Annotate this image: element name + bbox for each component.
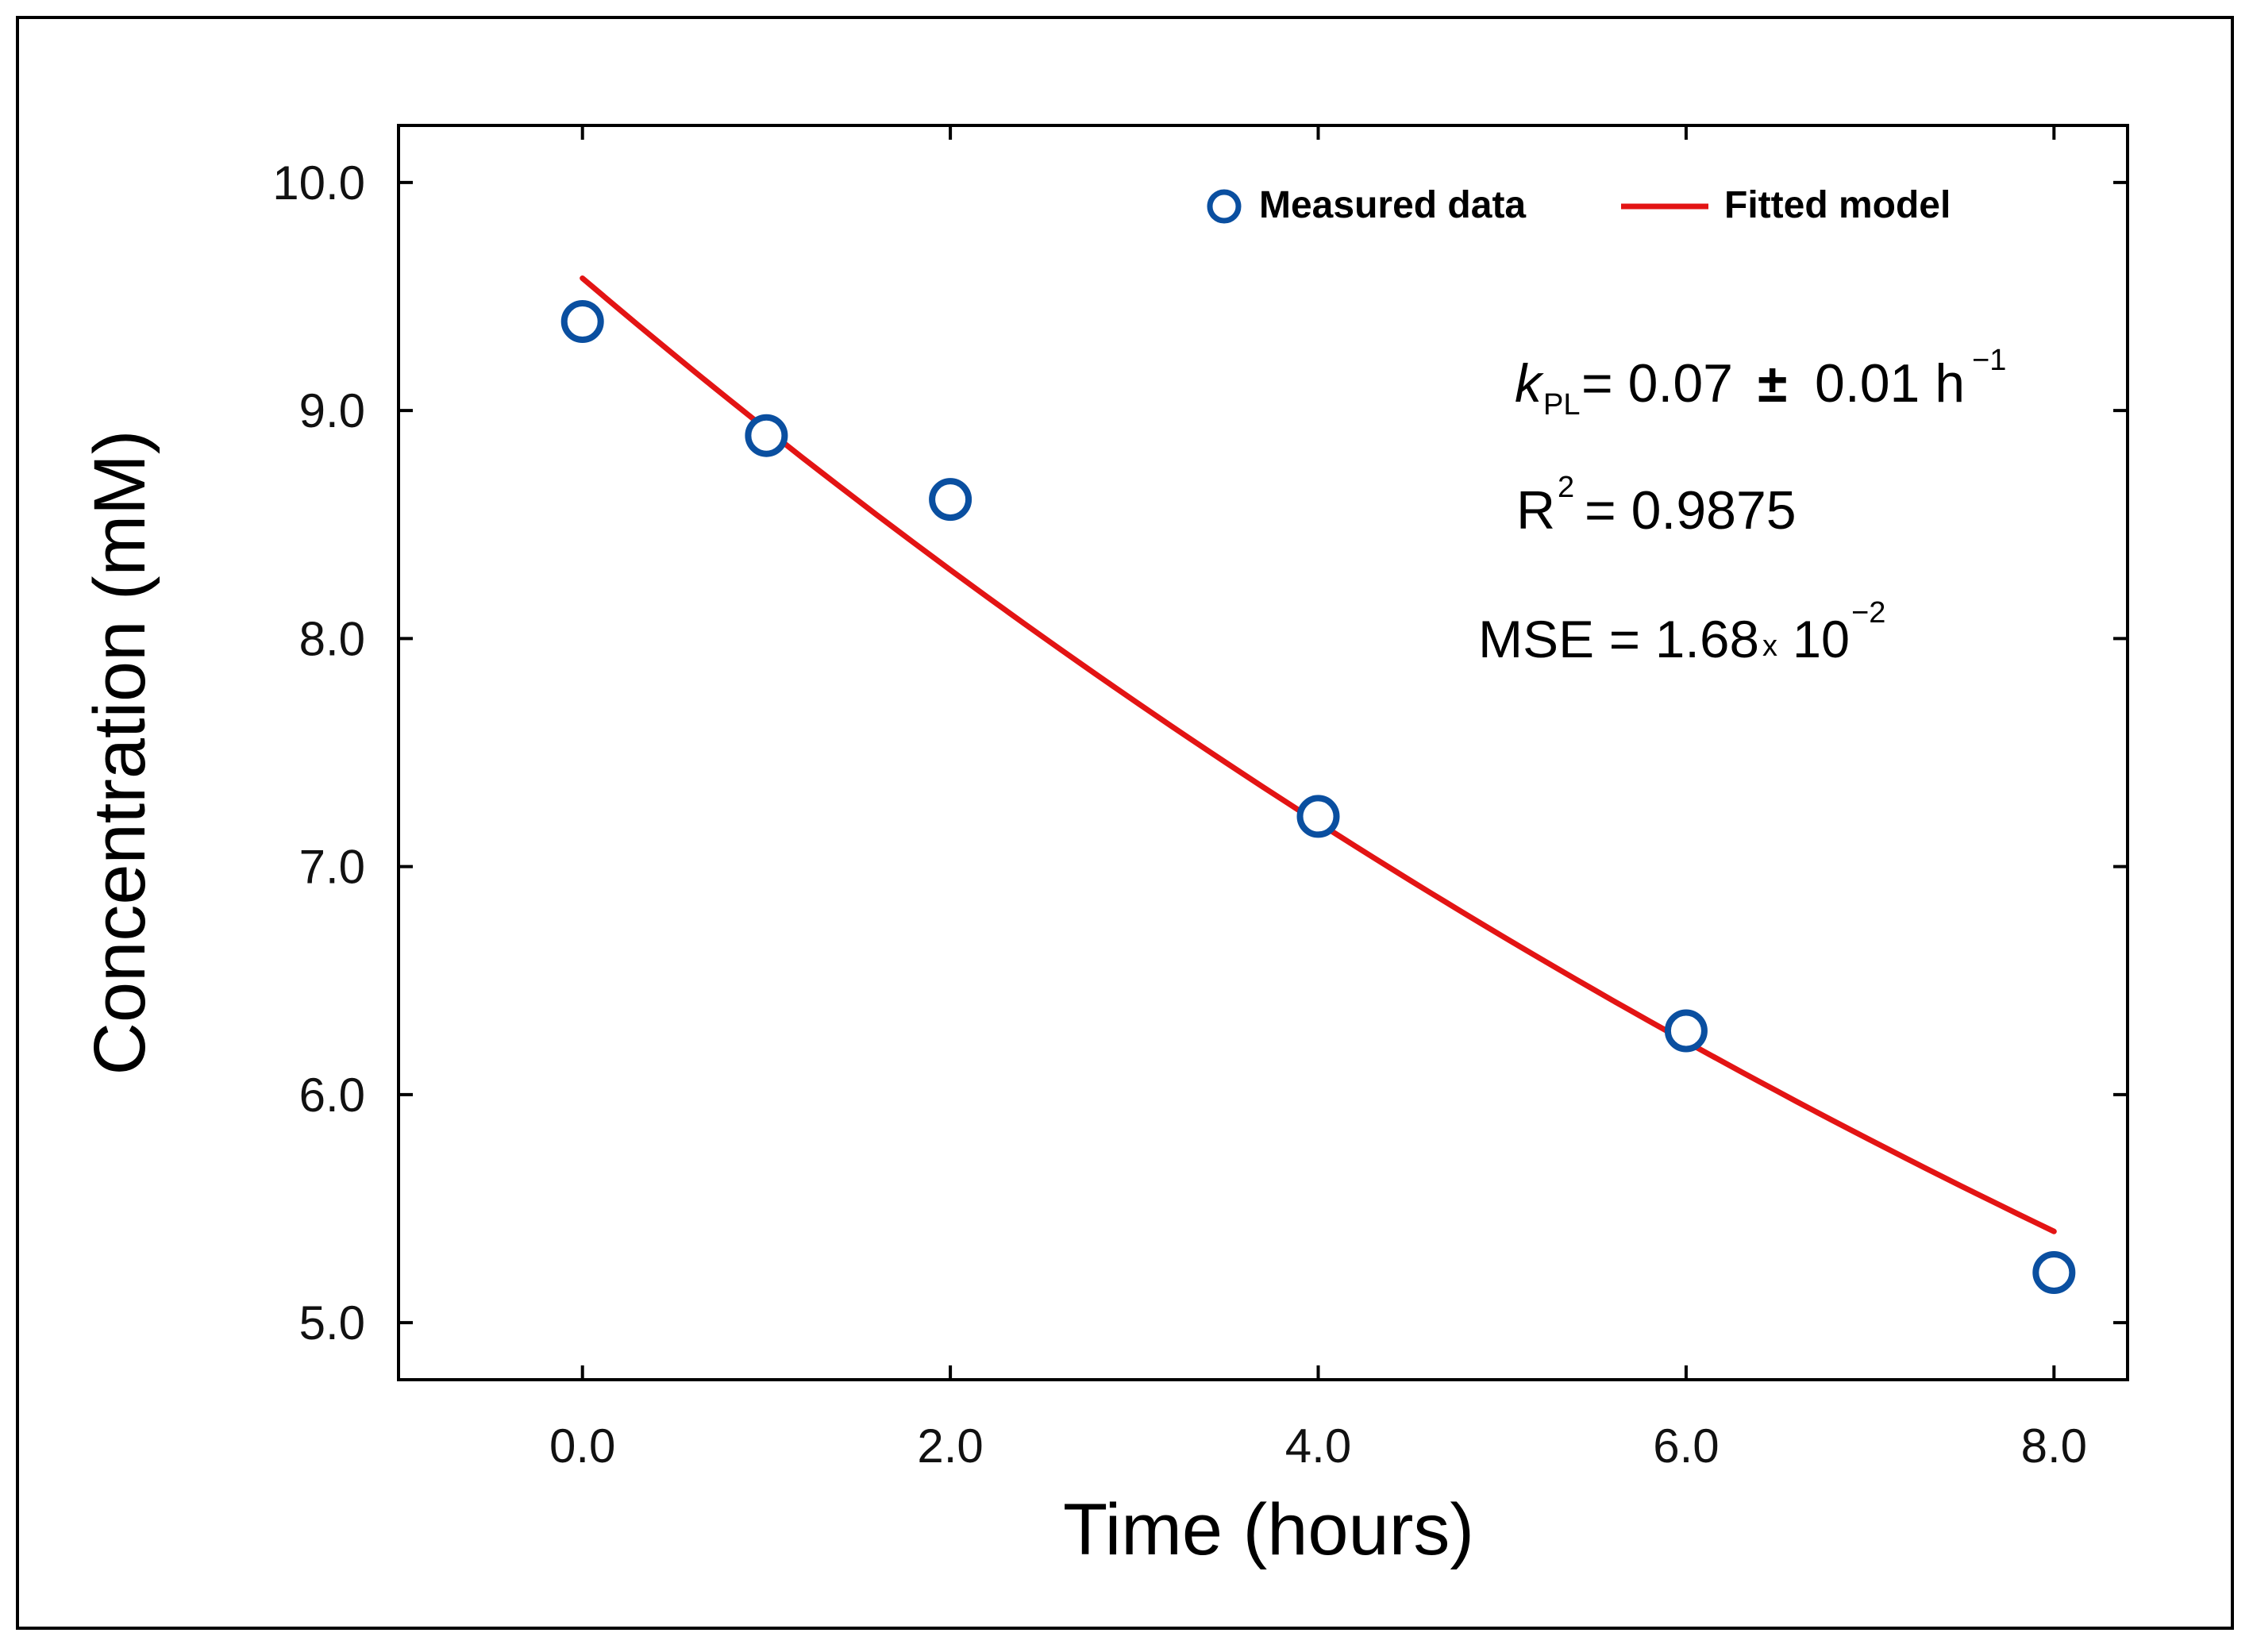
mse-times: x bbox=[1762, 630, 1777, 663]
k-subscript: PL bbox=[1543, 388, 1580, 422]
measured-data-points bbox=[560, 300, 2076, 1294]
x-tick-label: 4.0 bbox=[1285, 1419, 1351, 1473]
r2-label: R bbox=[1516, 480, 1555, 541]
fit-annotations: k PL = 0.07 ± 0.01 h −1 R 2 = 0.9875 MSE… bbox=[1478, 344, 2006, 668]
y-tick-label: 5.0 bbox=[299, 1296, 365, 1350]
fitted-model-line bbox=[580, 275, 2057, 1234]
k-symbol: k bbox=[1515, 353, 1544, 414]
k-value: = 0.07 bbox=[1581, 353, 1733, 414]
measured-point bbox=[1664, 1009, 1708, 1053]
x-tick-label: 0.0 bbox=[549, 1419, 615, 1473]
measured-point bbox=[745, 414, 788, 457]
r2-superscript: 2 bbox=[1558, 471, 1574, 504]
y-tick-label: 7.0 bbox=[299, 841, 365, 894]
legend: Measured data Fitted model bbox=[1207, 184, 1951, 226]
measured-point bbox=[1296, 795, 1340, 838]
plot-area bbox=[397, 124, 2129, 1381]
legend-measured-marker bbox=[1207, 189, 1242, 224]
mse-label: MSE = 1.68 bbox=[1478, 610, 1759, 668]
r2-value: = 0.9875 bbox=[1585, 480, 1797, 541]
x-tick-label: 2.0 bbox=[917, 1419, 983, 1473]
x-axis-title: Time (hours) bbox=[1063, 1489, 1474, 1570]
x-tick-label: 6.0 bbox=[1653, 1419, 1719, 1473]
x-tick-label: 8.0 bbox=[2021, 1419, 2087, 1473]
legend-measured-label: Measured data bbox=[1259, 184, 1526, 226]
y-tick-label: 6.0 bbox=[299, 1069, 365, 1122]
axis-ticks bbox=[399, 125, 2128, 1380]
x-tick-labels: 0.0 2.0 4.0 6.0 8.0 bbox=[549, 1419, 2087, 1473]
legend-fitted-label: Fitted model bbox=[1724, 184, 1951, 226]
measured-point bbox=[2032, 1250, 2076, 1294]
measured-point bbox=[560, 300, 604, 344]
k-error: 0.01 h bbox=[1815, 353, 1965, 414]
y-tick-labels: 5.0 6.0 7.0 8.0 9.0 10.0 bbox=[272, 156, 365, 1350]
mse-superscript: −2 bbox=[1851, 596, 1885, 630]
y-axis-title: Concentration (mM) bbox=[79, 430, 160, 1076]
mse-base: 10 bbox=[1793, 610, 1850, 668]
y-tick-label: 9.0 bbox=[299, 384, 365, 437]
k-plus-minus: ± bbox=[1758, 353, 1787, 414]
chart-frame bbox=[16, 16, 2234, 1630]
k-unit-superscript: −1 bbox=[1972, 344, 2006, 377]
measured-point bbox=[929, 478, 972, 522]
y-tick-label: 8.0 bbox=[299, 612, 365, 665]
y-tick-label: 10.0 bbox=[272, 156, 365, 210]
